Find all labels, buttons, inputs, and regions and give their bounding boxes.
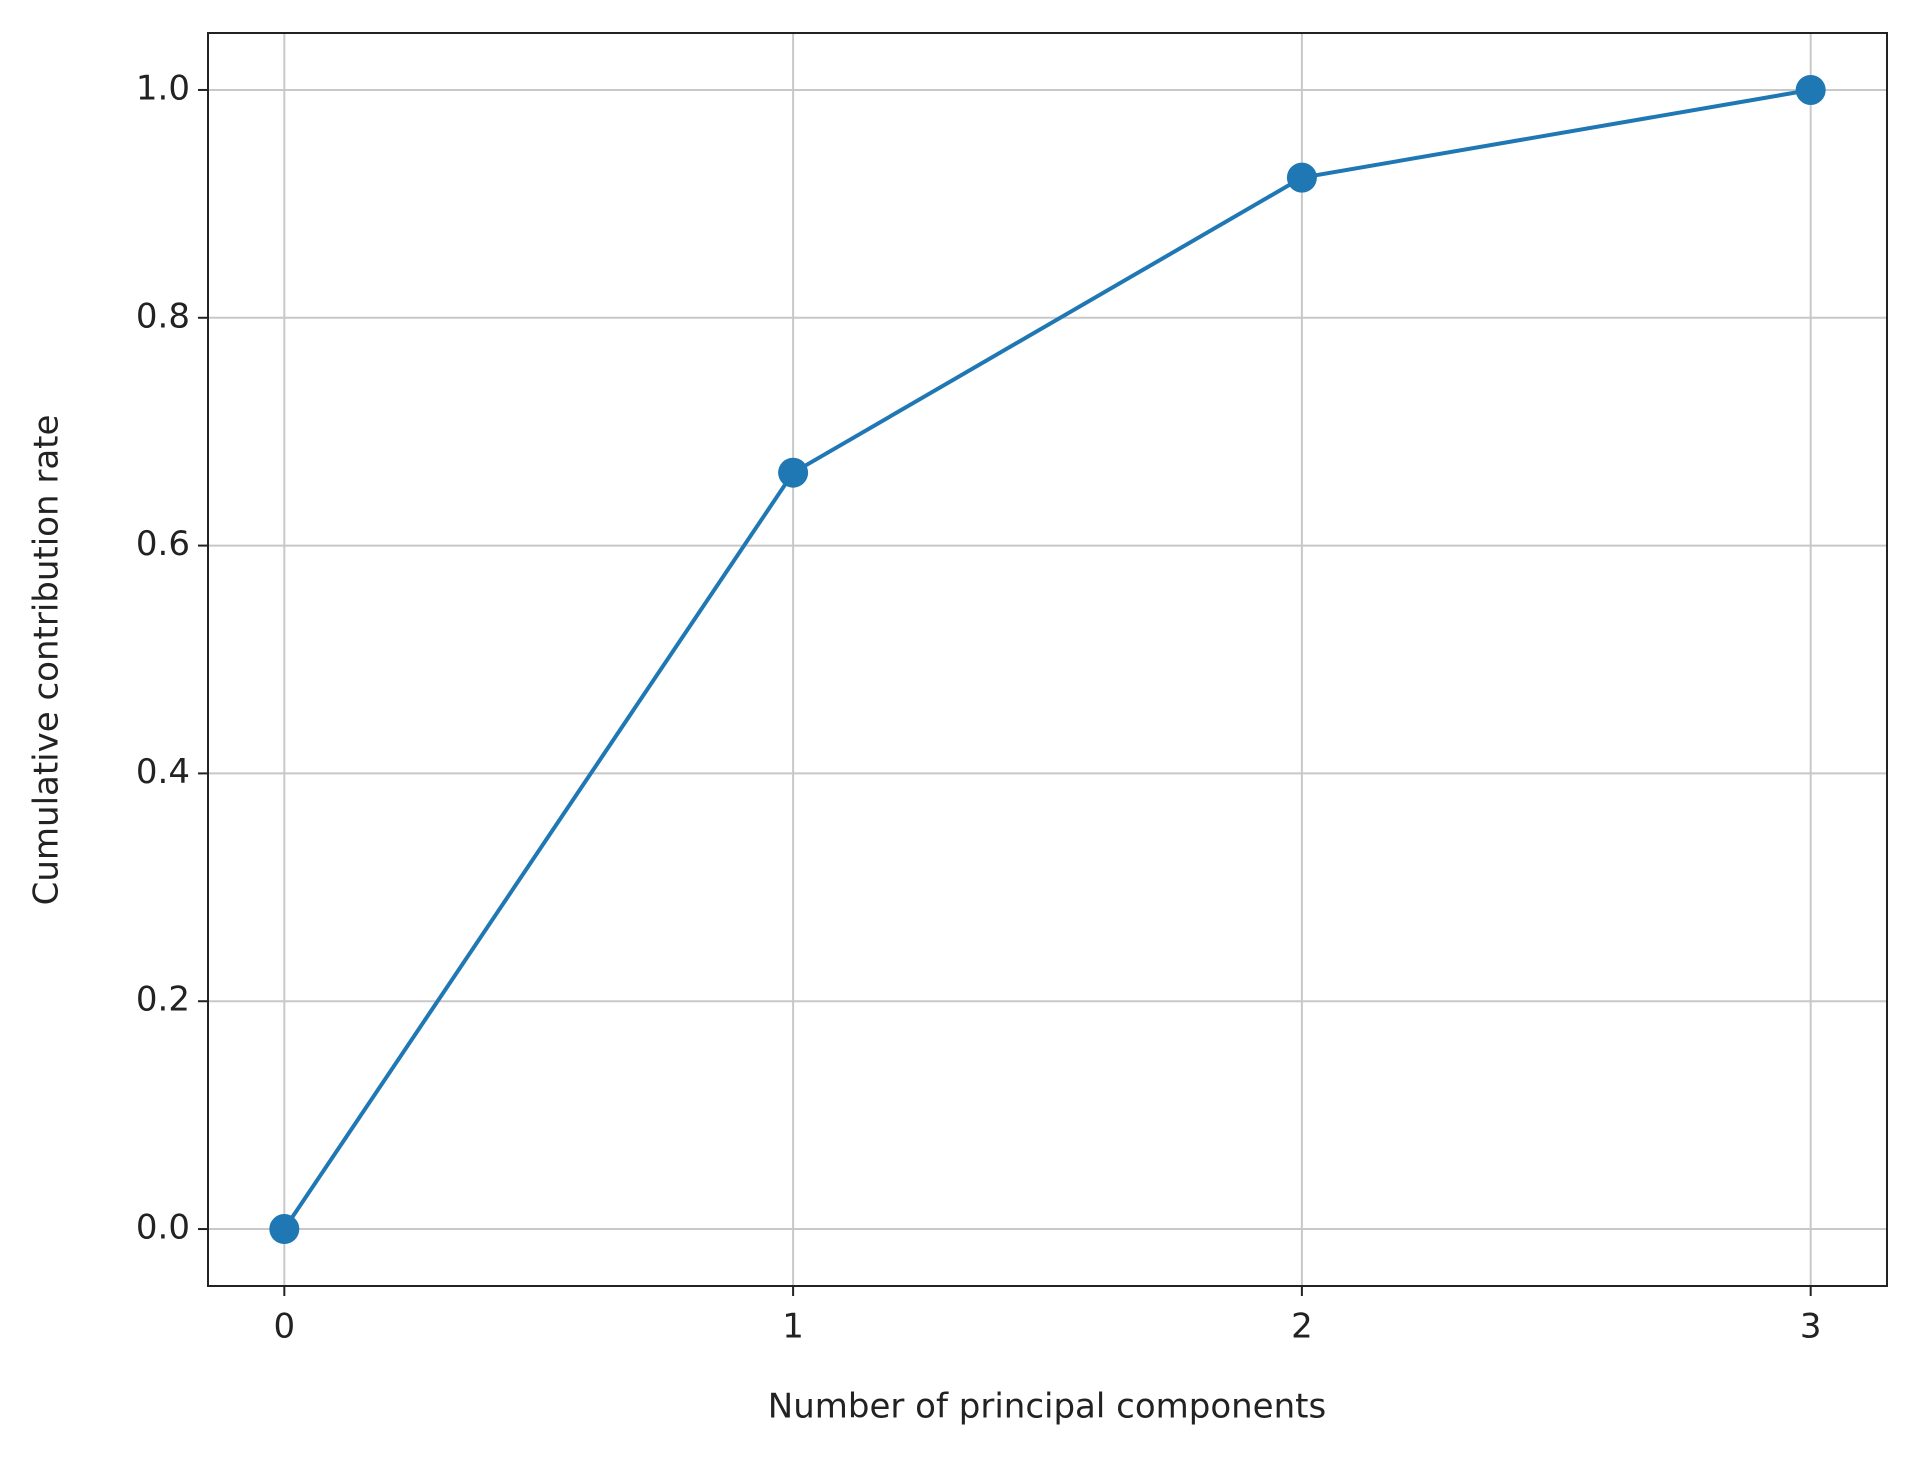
y-tick-label: 1.0 [136, 68, 190, 108]
data-line [282, 87, 1812, 1231]
x-tick-label: 0 [273, 1307, 295, 1347]
y-tick-label: 0.0 [136, 1208, 190, 1248]
y-tick-label: 0.2 [136, 980, 190, 1020]
y-axis-label: Cumulative contribution rate [27, 415, 67, 906]
y-tick-label: 0.8 [136, 296, 190, 336]
y-tick-label: 0.4 [136, 752, 190, 792]
data-point [778, 457, 809, 488]
x-tick-label: 1 [782, 1307, 804, 1347]
y-tick-label: 0.6 [136, 524, 190, 564]
x-tick-label: 3 [1800, 1307, 1822, 1347]
x-tick-label: 2 [1291, 1307, 1313, 1347]
data-point [1795, 74, 1826, 105]
data-point [1286, 162, 1317, 193]
plot-frame [207, 32, 1888, 1287]
x-axis-label: Number of principal components [768, 1387, 1326, 1427]
data-point [269, 1214, 300, 1245]
